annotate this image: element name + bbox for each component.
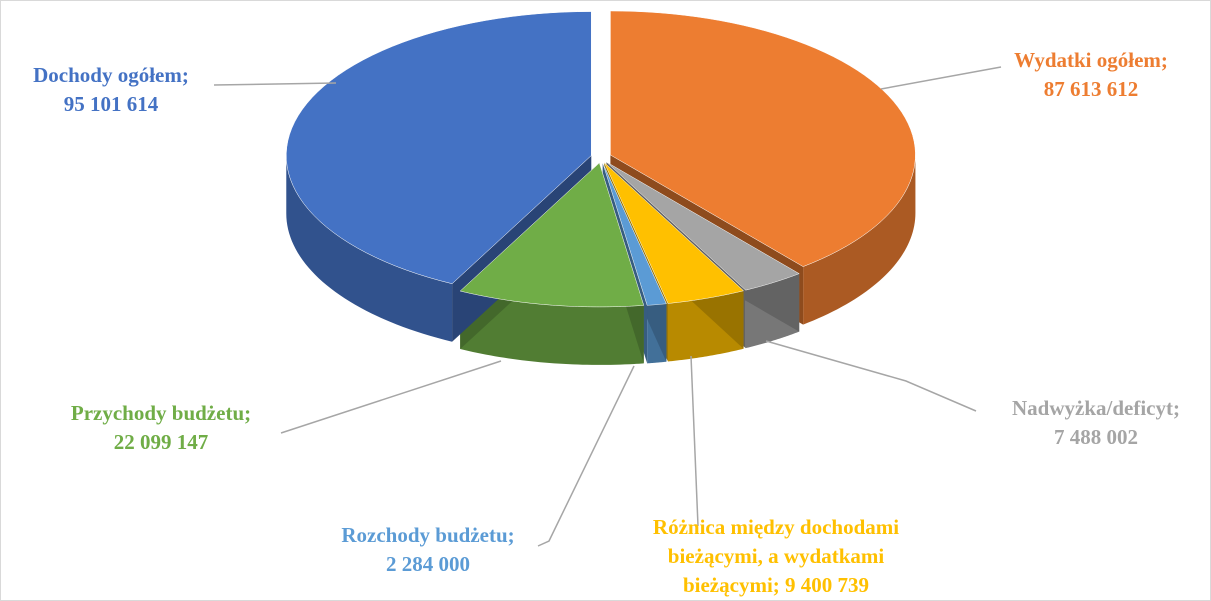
label-value: 22 099 147 bbox=[113, 430, 209, 454]
label-value: 95 101 614 bbox=[63, 92, 159, 116]
leader-line bbox=[880, 66, 1002, 90]
label-separator: ; bbox=[1173, 396, 1180, 420]
label-category: Różnica między dochodami bieżącymi, a wy… bbox=[652, 515, 900, 597]
data-label: Różnica między dochodami bieżącymi, a wy… bbox=[626, 513, 926, 600]
label-value: 7 488 002 bbox=[1054, 425, 1138, 449]
slice bbox=[606, 161, 800, 291]
data-label: Nadwyżka/deficyt; 7 488 002 bbox=[981, 394, 1210, 452]
leader-line bbox=[280, 360, 502, 434]
label-category: Dochody ogółem bbox=[33, 63, 182, 87]
slice-side bbox=[803, 154, 916, 325]
data-label: Dochody ogółem; 95 101 614 bbox=[1, 61, 221, 119]
label-separator: ; bbox=[1160, 48, 1168, 72]
label-separator: ; bbox=[181, 63, 189, 87]
data-label: Przychody budżetu; 22 099 147 bbox=[41, 399, 281, 457]
label-category: Przychody budżetu bbox=[70, 401, 245, 425]
label-category: Wydatki ogółem bbox=[1014, 48, 1161, 72]
leader-line bbox=[213, 82, 337, 86]
slice bbox=[602, 162, 667, 306]
slice bbox=[604, 162, 745, 304]
slice-side bbox=[286, 155, 453, 342]
label-separator: ; bbox=[244, 401, 252, 425]
slice bbox=[459, 162, 645, 308]
label-value: 9 400 739 bbox=[785, 573, 870, 597]
leader-line bbox=[690, 355, 699, 527]
data-label: Rozchody budżetu; 2 284 000 bbox=[313, 521, 543, 579]
slice bbox=[286, 11, 592, 285]
leader-line bbox=[765, 340, 977, 412]
label-category: Nadwyżka/deficyt bbox=[1012, 396, 1173, 420]
slice bbox=[610, 10, 916, 267]
label-category: Rozchody budżetu bbox=[341, 523, 508, 547]
label-separator: ; bbox=[772, 573, 780, 597]
label-value: 87 613 612 bbox=[1043, 77, 1139, 101]
label-separator: ; bbox=[507, 523, 515, 547]
slice-side bbox=[460, 291, 644, 365]
label-value: 2 284 000 bbox=[386, 552, 470, 576]
data-label: Wydatki ogółem; 87 613 612 bbox=[981, 46, 1201, 104]
leader-line bbox=[537, 365, 635, 547]
